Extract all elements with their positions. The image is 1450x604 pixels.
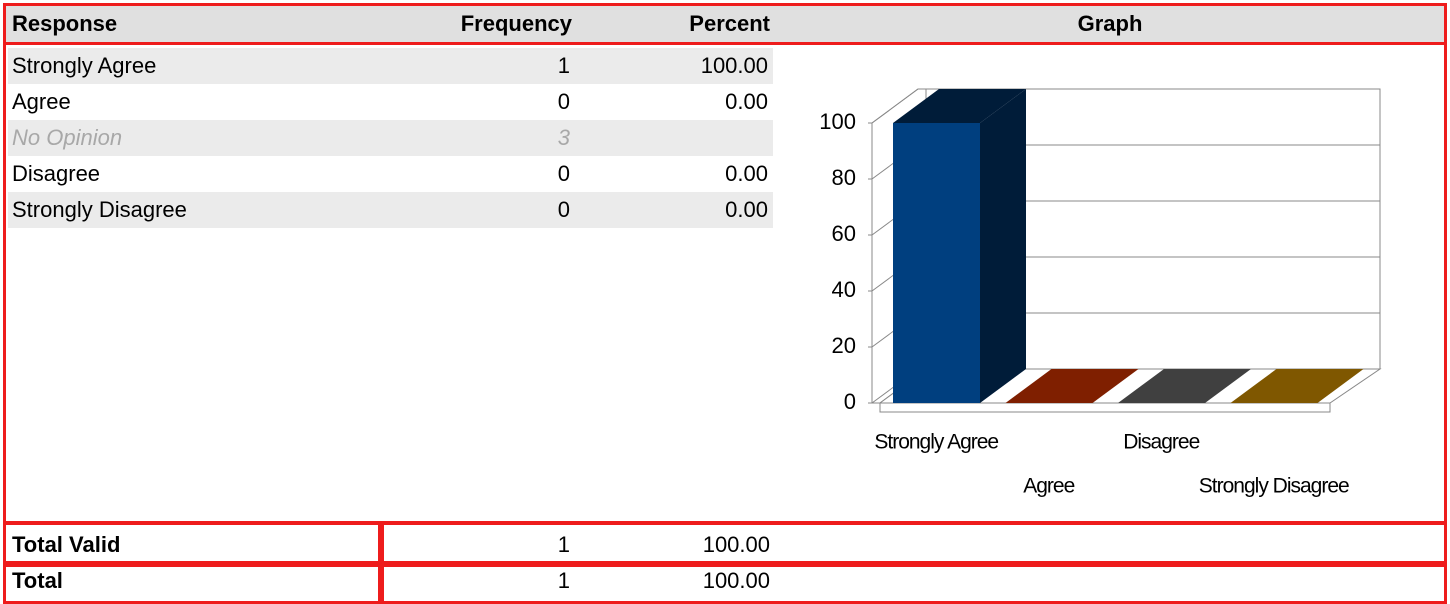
bar: [893, 123, 980, 403]
header-cell: Graph: [1077, 11, 1143, 36]
total-label: Total Valid: [12, 532, 121, 557]
frequency: 1: [557, 53, 570, 78]
response: Disagree: [12, 161, 101, 186]
y-tick-label: 20: [832, 333, 856, 358]
bar-side: [980, 89, 1026, 403]
total-percent: 100.00: [702, 568, 770, 593]
response: No Opinion: [12, 125, 123, 150]
percent: 0.00: [725, 197, 768, 222]
bar-top: [1005, 369, 1139, 403]
frequency: 0: [557, 89, 570, 114]
bar-top: [1118, 369, 1251, 403]
header-cell: Percent: [689, 11, 770, 36]
header-cell: Response: [12, 11, 118, 36]
total-percent: 100.00: [702, 532, 770, 557]
grid-line: [871, 88, 1380, 124]
total-frequency: 1: [557, 568, 570, 593]
total-label: Total: [12, 568, 63, 593]
total-valid-row: [3, 522, 1447, 564]
y-tick-label: 80: [832, 165, 856, 190]
bar-top: [893, 89, 1026, 123]
divider: [378, 522, 384, 564]
floor-edge: [879, 402, 1331, 413]
row-band: [8, 192, 773, 228]
x-tick-label: Strongly Disagree: [1199, 475, 1349, 498]
response: Strongly Agree: [12, 53, 157, 78]
header-cell: Frequency: [460, 11, 572, 36]
x-tick-label: Strongly Agree: [874, 431, 998, 454]
percent: 0.00: [725, 161, 768, 186]
y-tick-label: 40: [832, 277, 856, 302]
row-band: [8, 48, 773, 84]
percent: 0.00: [725, 89, 768, 114]
y-tick-label: 100: [819, 109, 856, 134]
total-frequency: 1: [557, 532, 570, 557]
frequency: 3: [557, 125, 570, 150]
frequency: 0: [557, 161, 570, 186]
percent: 100.00: [700, 53, 768, 78]
row-band: [8, 120, 773, 156]
bar-top: [1230, 369, 1364, 403]
x-tick-label: Disagree: [1123, 431, 1199, 454]
y-tick-label: 0: [844, 389, 856, 414]
y-tick-label: 60: [832, 221, 856, 246]
response: Strongly Disagree: [12, 197, 187, 222]
frequency: 0: [557, 197, 570, 222]
x-tick-label: Agree: [1023, 475, 1074, 498]
response: Agree: [12, 89, 71, 114]
